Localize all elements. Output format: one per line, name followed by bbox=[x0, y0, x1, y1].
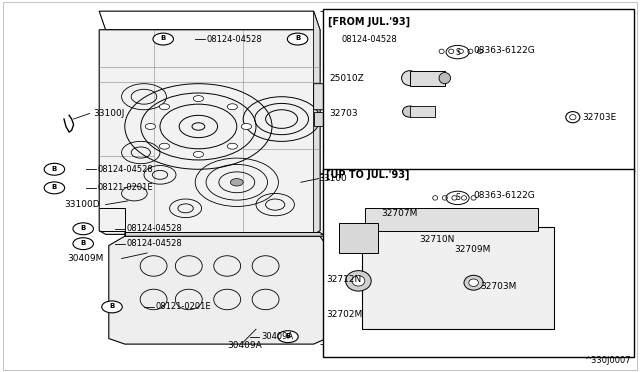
Text: 32712N: 32712N bbox=[326, 275, 362, 283]
Text: 32702M: 32702M bbox=[326, 310, 363, 319]
Circle shape bbox=[159, 143, 170, 149]
Circle shape bbox=[193, 151, 204, 157]
Ellipse shape bbox=[464, 275, 483, 290]
Circle shape bbox=[227, 104, 237, 110]
Bar bbox=[362, 227, 554, 329]
Ellipse shape bbox=[439, 73, 451, 84]
Polygon shape bbox=[339, 89, 358, 104]
Text: 08363-6122G: 08363-6122G bbox=[474, 191, 535, 200]
Text: 08124-04528: 08124-04528 bbox=[341, 35, 397, 44]
Text: 32703E: 32703E bbox=[582, 113, 617, 122]
Circle shape bbox=[44, 163, 65, 175]
Polygon shape bbox=[314, 11, 320, 234]
Text: 32709M: 32709M bbox=[454, 245, 491, 254]
Text: 30409M: 30409M bbox=[67, 254, 104, 263]
Text: S: S bbox=[455, 48, 460, 57]
Bar bbox=[410, 71, 445, 86]
Text: B: B bbox=[81, 225, 86, 231]
Circle shape bbox=[278, 331, 298, 343]
Circle shape bbox=[241, 124, 252, 129]
Polygon shape bbox=[125, 232, 326, 236]
Circle shape bbox=[230, 179, 243, 186]
Text: B: B bbox=[285, 333, 291, 339]
Text: 33100J: 33100J bbox=[93, 109, 124, 118]
Polygon shape bbox=[314, 84, 349, 110]
Text: [UP TO JUL.'93]: [UP TO JUL.'93] bbox=[326, 170, 410, 180]
Bar bbox=[365, 208, 538, 231]
Bar bbox=[323, 9, 634, 173]
Text: 08121-0201E: 08121-0201E bbox=[156, 302, 211, 311]
Circle shape bbox=[153, 33, 173, 45]
Text: 32703M: 32703M bbox=[480, 282, 516, 291]
Ellipse shape bbox=[346, 271, 371, 291]
Text: B: B bbox=[81, 240, 86, 246]
Bar bbox=[410, 106, 435, 117]
Text: B: B bbox=[109, 303, 115, 309]
Text: 08121-0201E: 08121-0201E bbox=[98, 183, 154, 192]
Circle shape bbox=[73, 223, 93, 235]
Bar bbox=[314, 112, 339, 126]
Text: B: B bbox=[295, 35, 300, 41]
Text: 08124-04528: 08124-04528 bbox=[207, 35, 262, 44]
Circle shape bbox=[44, 182, 65, 194]
Ellipse shape bbox=[468, 279, 479, 286]
Text: 08124-04528: 08124-04528 bbox=[98, 165, 154, 174]
Text: S: S bbox=[455, 193, 460, 202]
Circle shape bbox=[73, 238, 93, 250]
Polygon shape bbox=[109, 236, 326, 344]
Text: 30409A: 30409A bbox=[261, 332, 293, 341]
Text: 32707M: 32707M bbox=[381, 209, 417, 218]
Circle shape bbox=[159, 104, 170, 110]
Circle shape bbox=[145, 124, 156, 129]
Circle shape bbox=[227, 143, 237, 149]
Circle shape bbox=[193, 96, 204, 102]
Text: 08124-04528: 08124-04528 bbox=[127, 239, 182, 248]
Text: 33100: 33100 bbox=[319, 174, 348, 183]
Text: 32703: 32703 bbox=[330, 109, 358, 118]
Text: B: B bbox=[52, 184, 57, 190]
Bar bbox=[323, 169, 634, 357]
Text: 08363-6122G: 08363-6122G bbox=[474, 46, 535, 55]
Text: B: B bbox=[52, 166, 57, 171]
Text: 32710N: 32710N bbox=[419, 235, 454, 244]
Ellipse shape bbox=[352, 276, 365, 286]
Text: 30409A: 30409A bbox=[227, 341, 262, 350]
Ellipse shape bbox=[403, 106, 417, 117]
Text: ^330J0007: ^330J0007 bbox=[584, 356, 630, 365]
Bar bbox=[339, 223, 378, 253]
Text: 25010Z: 25010Z bbox=[330, 74, 364, 83]
Text: B: B bbox=[161, 35, 166, 41]
Circle shape bbox=[102, 301, 122, 313]
Ellipse shape bbox=[570, 115, 576, 120]
Ellipse shape bbox=[402, 71, 418, 86]
Text: [FROM JUL.'93]: [FROM JUL.'93] bbox=[328, 17, 410, 28]
Text: 33100D: 33100D bbox=[64, 200, 100, 209]
Text: 08124-04528: 08124-04528 bbox=[127, 224, 182, 233]
Polygon shape bbox=[99, 30, 320, 234]
Circle shape bbox=[287, 33, 308, 45]
